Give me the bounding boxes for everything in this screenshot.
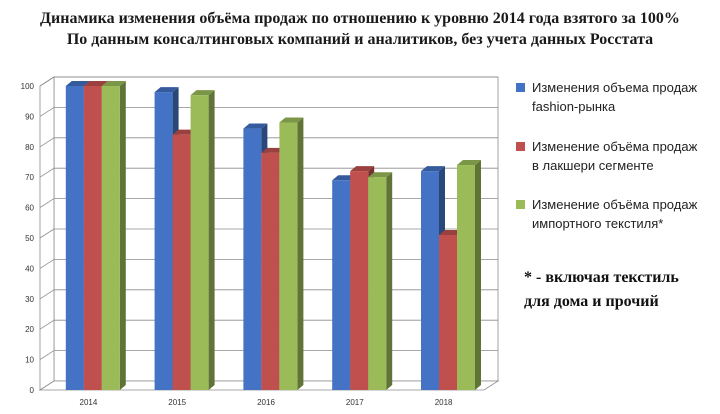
bar (332, 180, 351, 390)
x-tick-label: 2015 (168, 398, 186, 407)
bar-top (101, 81, 126, 86)
bar-side (475, 160, 481, 390)
gridline-side (39, 350, 55, 360)
y-tick-label: 30 (25, 295, 34, 304)
bar (65, 86, 84, 390)
bar-top (368, 172, 393, 178)
bar-side (208, 90, 215, 391)
legend-swatch-luxury (516, 142, 525, 151)
bar (439, 234, 457, 390)
y-tick-label: 60 (25, 204, 34, 213)
bar (457, 165, 475, 390)
gridline-side (39, 259, 55, 269)
gridline-side (39, 289, 55, 300)
bar (261, 152, 280, 390)
chart-subtitle: По данным консалтинговых компаний и анал… (66, 31, 654, 48)
bar-top (243, 123, 268, 129)
bar-top (457, 160, 481, 166)
y-tick-label: 20 (25, 325, 34, 334)
bar-top (190, 90, 215, 96)
legend-label-luxury: Изменение объёма продаж в лакшери сегмен… (532, 139, 698, 173)
gridline-side (39, 167, 55, 178)
bar-top (83, 81, 108, 86)
gridline-side (39, 76, 55, 87)
bar-side (119, 81, 126, 390)
bar (243, 128, 262, 390)
y-tick-label: 70 (25, 173, 34, 182)
gridline-side (39, 228, 55, 239)
bar (172, 134, 191, 390)
legend-label-fashion: Изменения объема продаж fashion-рынка (532, 80, 698, 114)
bar (279, 122, 298, 390)
x-tick-label: 2016 (257, 398, 275, 407)
legend-swatch-textile (516, 200, 525, 209)
bar-side (297, 117, 304, 390)
y-tick-label: 40 (25, 264, 34, 273)
bar (368, 177, 387, 390)
gridline-side (39, 107, 55, 117)
bar-top (65, 81, 90, 86)
y-tick-label: 10 (25, 356, 34, 365)
legend-label-textile: Изменение объёма продаж импортного текст… (532, 197, 698, 231)
bar-top (421, 166, 445, 172)
y-tick-label: 50 (25, 234, 34, 243)
legend-swatch-fashion (516, 83, 525, 92)
x-tick-label: 2018 (435, 398, 453, 407)
gridline-side (39, 319, 55, 330)
y-tick-label: 80 (25, 143, 34, 152)
y-tick-label: 90 (25, 112, 34, 121)
y-tick-label: 0 (30, 386, 35, 395)
footnote: * - включая текстиль для дома и прочий (524, 269, 679, 310)
gridline-side (39, 137, 55, 148)
bar-top (279, 117, 304, 123)
bar-top (350, 166, 375, 172)
bar (83, 86, 102, 390)
bar-top (154, 87, 179, 93)
bar-side (386, 172, 393, 390)
bar (154, 92, 173, 390)
bar (421, 171, 439, 390)
chart-title: Динамика изменения объёма продаж по отно… (40, 10, 680, 27)
x-tick-label: 2017 (346, 398, 364, 407)
x-tick-label: 2014 (80, 398, 98, 407)
gridline-side (39, 198, 55, 208)
bar (190, 95, 209, 391)
bar (101, 86, 120, 390)
y-tick-label: 100 (21, 82, 35, 91)
bar (350, 171, 369, 390)
